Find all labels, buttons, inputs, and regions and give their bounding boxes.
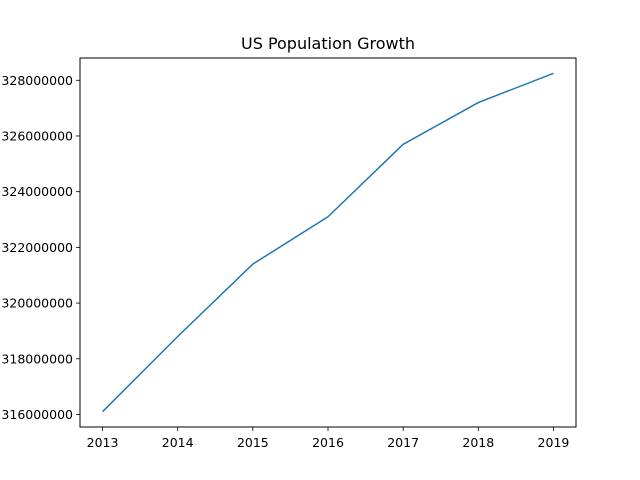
series-line [102,72,554,413]
y-tick-label: 326000000 [1,128,73,143]
y-tick-label: 320000000 [1,296,73,311]
y-tick-label: 324000000 [1,184,73,199]
x-tick-label: 2014 [162,435,194,450]
x-tick-label: 2017 [387,435,419,450]
x-tick-label: 2013 [87,435,119,450]
y-tick-label: 316000000 [1,407,73,422]
x-axis: 2013 2014 2015 2016 2017 2018 2019 [87,427,570,450]
chart-title: US Population Growth [241,34,415,53]
y-tick-label: 328000000 [1,73,73,88]
x-tick-label: 2018 [462,435,494,450]
y-axis: 316000000 318000000 320000000 322000000 3240… [1,73,80,422]
y-tick-label: 318000000 [1,351,73,366]
x-tick-label: 2015 [237,435,269,450]
y-tick-label: 322000000 [1,240,73,255]
x-tick-label: 2019 [538,435,570,450]
plot-frame [79,57,577,428]
series-layer [102,72,554,413]
x-tick-label: 2016 [312,435,344,450]
